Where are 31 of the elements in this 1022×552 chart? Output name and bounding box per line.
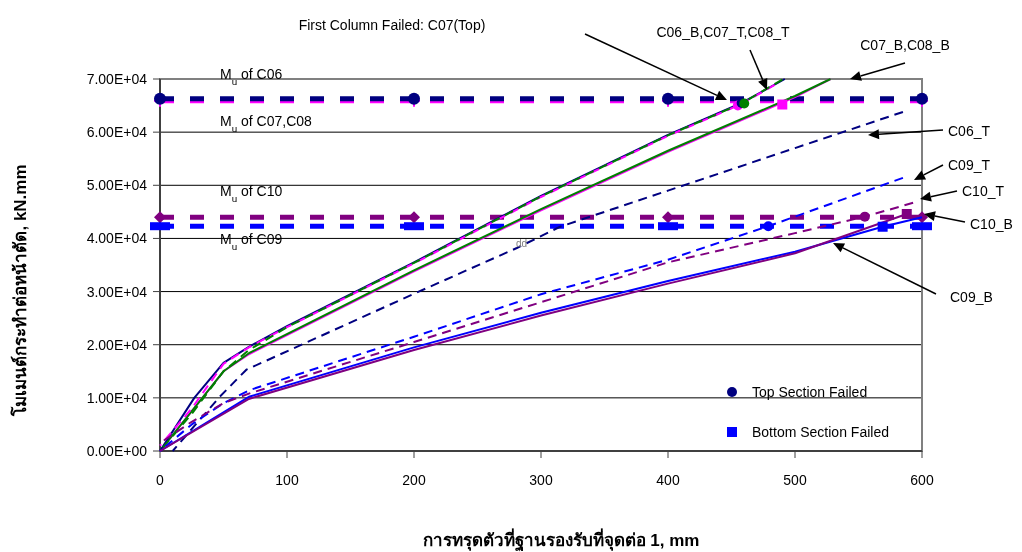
annotation: M$_{u}$ of C07,C08 — [220, 113, 313, 134]
x-tick-label: 600 — [910, 472, 934, 488]
x-tick-label: 100 — [275, 472, 299, 488]
text: C07_B,C08_B — [860, 37, 950, 53]
y-tick-label: 6.00E+04 — [86, 124, 148, 141]
y-axis-title: โมเมนต์กระทำต่อหน้าตัด, kN.mm — [10, 164, 30, 417]
y-tick-label: 0.00E+00 — [86, 443, 148, 459]
text: C09_T — [948, 157, 991, 173]
annotation: dd — [516, 238, 528, 249]
text: C06_B,C07_T,C08_T — [656, 24, 790, 40]
legend-label: Top Section Failed — [752, 384, 868, 400]
y-tick-label: 3.00E+04 — [86, 283, 148, 300]
text: C09_B — [950, 289, 993, 305]
text: First Column Failed: C07(Top) — [298, 17, 486, 33]
x-tick-label: 200 — [402, 472, 426, 488]
x-tick-label: 500 — [783, 472, 807, 488]
text: C06_T — [948, 123, 991, 139]
y-tick-label: 7.00E+04 — [86, 71, 148, 87]
text: C10_B — [970, 216, 1013, 232]
x-tick-label: 400 — [656, 472, 680, 488]
y-tick-label: 2.00E+04 — [86, 336, 148, 353]
y-tick-label: 4.00E+04 — [86, 230, 148, 247]
annotation: M$_{u}$ of C06 — [220, 66, 283, 87]
annotation: M$_{u}$ of C10 — [220, 183, 283, 204]
x-tick-label: 0 — [156, 472, 165, 488]
y-tick-label: 1.00E+04 — [86, 389, 148, 406]
x-tick-label: 300 — [529, 472, 553, 488]
text: C10_T — [962, 183, 1005, 199]
y-tick-label: 5.00E+04 — [86, 177, 148, 194]
x-axis-title: การทรุดตัวที่ฐานรองรับที่จุดต่อ 1, mm — [422, 528, 700, 552]
legend-label: Bottom Section Failed — [752, 424, 889, 440]
